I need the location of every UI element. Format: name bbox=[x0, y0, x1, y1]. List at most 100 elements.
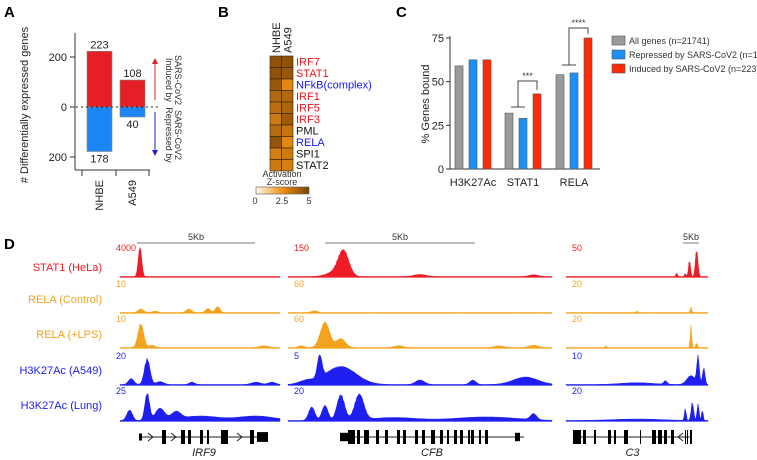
y-tick-label: 50 bbox=[432, 77, 444, 89]
track-scale: 20 bbox=[572, 314, 582, 324]
legend-swatch bbox=[611, 63, 626, 74]
gene-name: CFB bbox=[421, 447, 443, 459]
significance-bracket bbox=[511, 80, 538, 108]
signal-track bbox=[565, 305, 709, 314]
gene-exon bbox=[415, 430, 418, 444]
panel-a-chart: # Differentially expressed genes 200 0 200… bbox=[19, 26, 183, 210]
row-label: PML bbox=[296, 126, 319, 138]
signal-track bbox=[565, 354, 709, 386]
signal-track bbox=[287, 321, 553, 349]
row-label: SPI1 bbox=[296, 149, 320, 161]
row-label: IRF3 bbox=[296, 114, 320, 126]
signal-track bbox=[565, 402, 709, 422]
legend-swatch bbox=[611, 49, 626, 60]
track-label: STAT1 (HeLa) bbox=[33, 262, 102, 274]
gene-exon bbox=[139, 433, 142, 441]
signal-track bbox=[119, 393, 281, 422]
strand-arrow-icon bbox=[236, 432, 243, 442]
gene-exon bbox=[364, 430, 369, 444]
bar bbox=[504, 112, 514, 170]
signal-track bbox=[287, 249, 553, 278]
induced-label: Induced by bbox=[164, 58, 174, 103]
heatmap-cell bbox=[269, 67, 282, 80]
panel-d-tracks: STAT1 (HeLa) 4000 150 50 RELA (Control) 10 60 2… bbox=[19, 232, 709, 459]
bar-induced bbox=[119, 79, 146, 108]
colorbar-tick: 2.5 bbox=[276, 196, 289, 206]
bar-value-label: 178 bbox=[90, 154, 108, 166]
strand-arrow-icon bbox=[147, 432, 154, 442]
arrow-down-icon bbox=[152, 150, 158, 156]
gene-exon bbox=[658, 430, 662, 444]
legend-label: Repressed by SARS-CoV2 (n=178) bbox=[629, 50, 757, 60]
heatmap-cell bbox=[269, 136, 282, 149]
gene-exon bbox=[431, 430, 435, 444]
heatmap-cell bbox=[281, 90, 294, 103]
gene-exon bbox=[608, 430, 611, 444]
strand-arrow-icon bbox=[677, 432, 684, 442]
repressed-label: Repressed by bbox=[164, 107, 174, 163]
heatmap-cell bbox=[281, 78, 294, 91]
gene-exon bbox=[200, 430, 203, 444]
colorbar-title: Z-score bbox=[267, 177, 298, 187]
significance-label: *** bbox=[522, 71, 533, 81]
row-label: IRF1 bbox=[296, 91, 320, 103]
x-tick-label: RELA bbox=[560, 177, 589, 189]
row-label: IRF7 bbox=[296, 57, 320, 69]
signal-track bbox=[119, 306, 281, 314]
bar bbox=[468, 59, 478, 170]
track-label: RELA (+LPS) bbox=[36, 329, 102, 341]
track-scale: 60 bbox=[294, 314, 304, 324]
bar-induced bbox=[86, 50, 113, 108]
heatmap-cell bbox=[269, 101, 282, 114]
gene-exon bbox=[422, 430, 425, 444]
gene-exon bbox=[671, 430, 674, 444]
repressed-label: SARS-CoV2 bbox=[173, 110, 183, 160]
track-scale: 10 bbox=[116, 314, 126, 324]
gene-exon bbox=[624, 430, 628, 444]
gene-exon bbox=[652, 430, 656, 444]
panel-label-c: C bbox=[396, 4, 407, 21]
track-scale: 5 bbox=[294, 351, 299, 361]
gene-exon bbox=[181, 430, 185, 444]
track-scale: 25 bbox=[116, 386, 126, 396]
track-scale: 10 bbox=[116, 279, 126, 289]
gene-exon bbox=[440, 430, 443, 444]
heatmap-cell bbox=[281, 55, 294, 68]
track-scale: 60 bbox=[294, 279, 304, 289]
track-scale: 50 bbox=[572, 243, 582, 253]
gene-exon bbox=[664, 430, 667, 444]
track-scale: 20 bbox=[294, 386, 304, 396]
y-tick-label: 200 bbox=[49, 52, 67, 64]
y-axis-label: # Differentially expressed genes bbox=[19, 26, 31, 183]
y-tick-label: 0 bbox=[61, 102, 67, 114]
track-label: RELA (Control) bbox=[28, 294, 102, 306]
heatmap-cell bbox=[281, 113, 294, 126]
x-tick-label: H3K27Ac bbox=[450, 177, 497, 189]
bar-value-label: 40 bbox=[126, 119, 138, 131]
y-axis-label: % Genes bound bbox=[420, 65, 432, 144]
gene-exon bbox=[447, 430, 449, 444]
gene-exon bbox=[471, 430, 474, 444]
gene-exon bbox=[188, 430, 191, 444]
y-tick-label: 25 bbox=[432, 120, 444, 132]
gene-exon bbox=[250, 430, 254, 444]
column-label: NHBE bbox=[271, 22, 283, 53]
heatmap-cell bbox=[269, 78, 282, 91]
heatmap-cell bbox=[281, 67, 294, 80]
signal-track bbox=[565, 251, 709, 278]
significance-label: **** bbox=[571, 18, 586, 28]
row-label: IRF5 bbox=[296, 103, 320, 115]
heatmap-cell bbox=[269, 113, 282, 126]
gene-exon bbox=[479, 430, 481, 444]
scale-bar-label: 5Kb bbox=[392, 232, 408, 242]
x-tick-label: STAT1 bbox=[507, 177, 540, 189]
gene-exon bbox=[573, 430, 581, 444]
signal-track bbox=[287, 354, 553, 386]
gene-exon bbox=[348, 430, 355, 444]
y-tick-label: 0 bbox=[438, 164, 444, 176]
bar bbox=[532, 93, 542, 170]
track-scale: 4000 bbox=[116, 243, 136, 253]
legend-label: Induced by SARS-CoV2 (n=223) bbox=[629, 64, 757, 74]
legend-label: All genes (n=21741) bbox=[629, 36, 710, 46]
